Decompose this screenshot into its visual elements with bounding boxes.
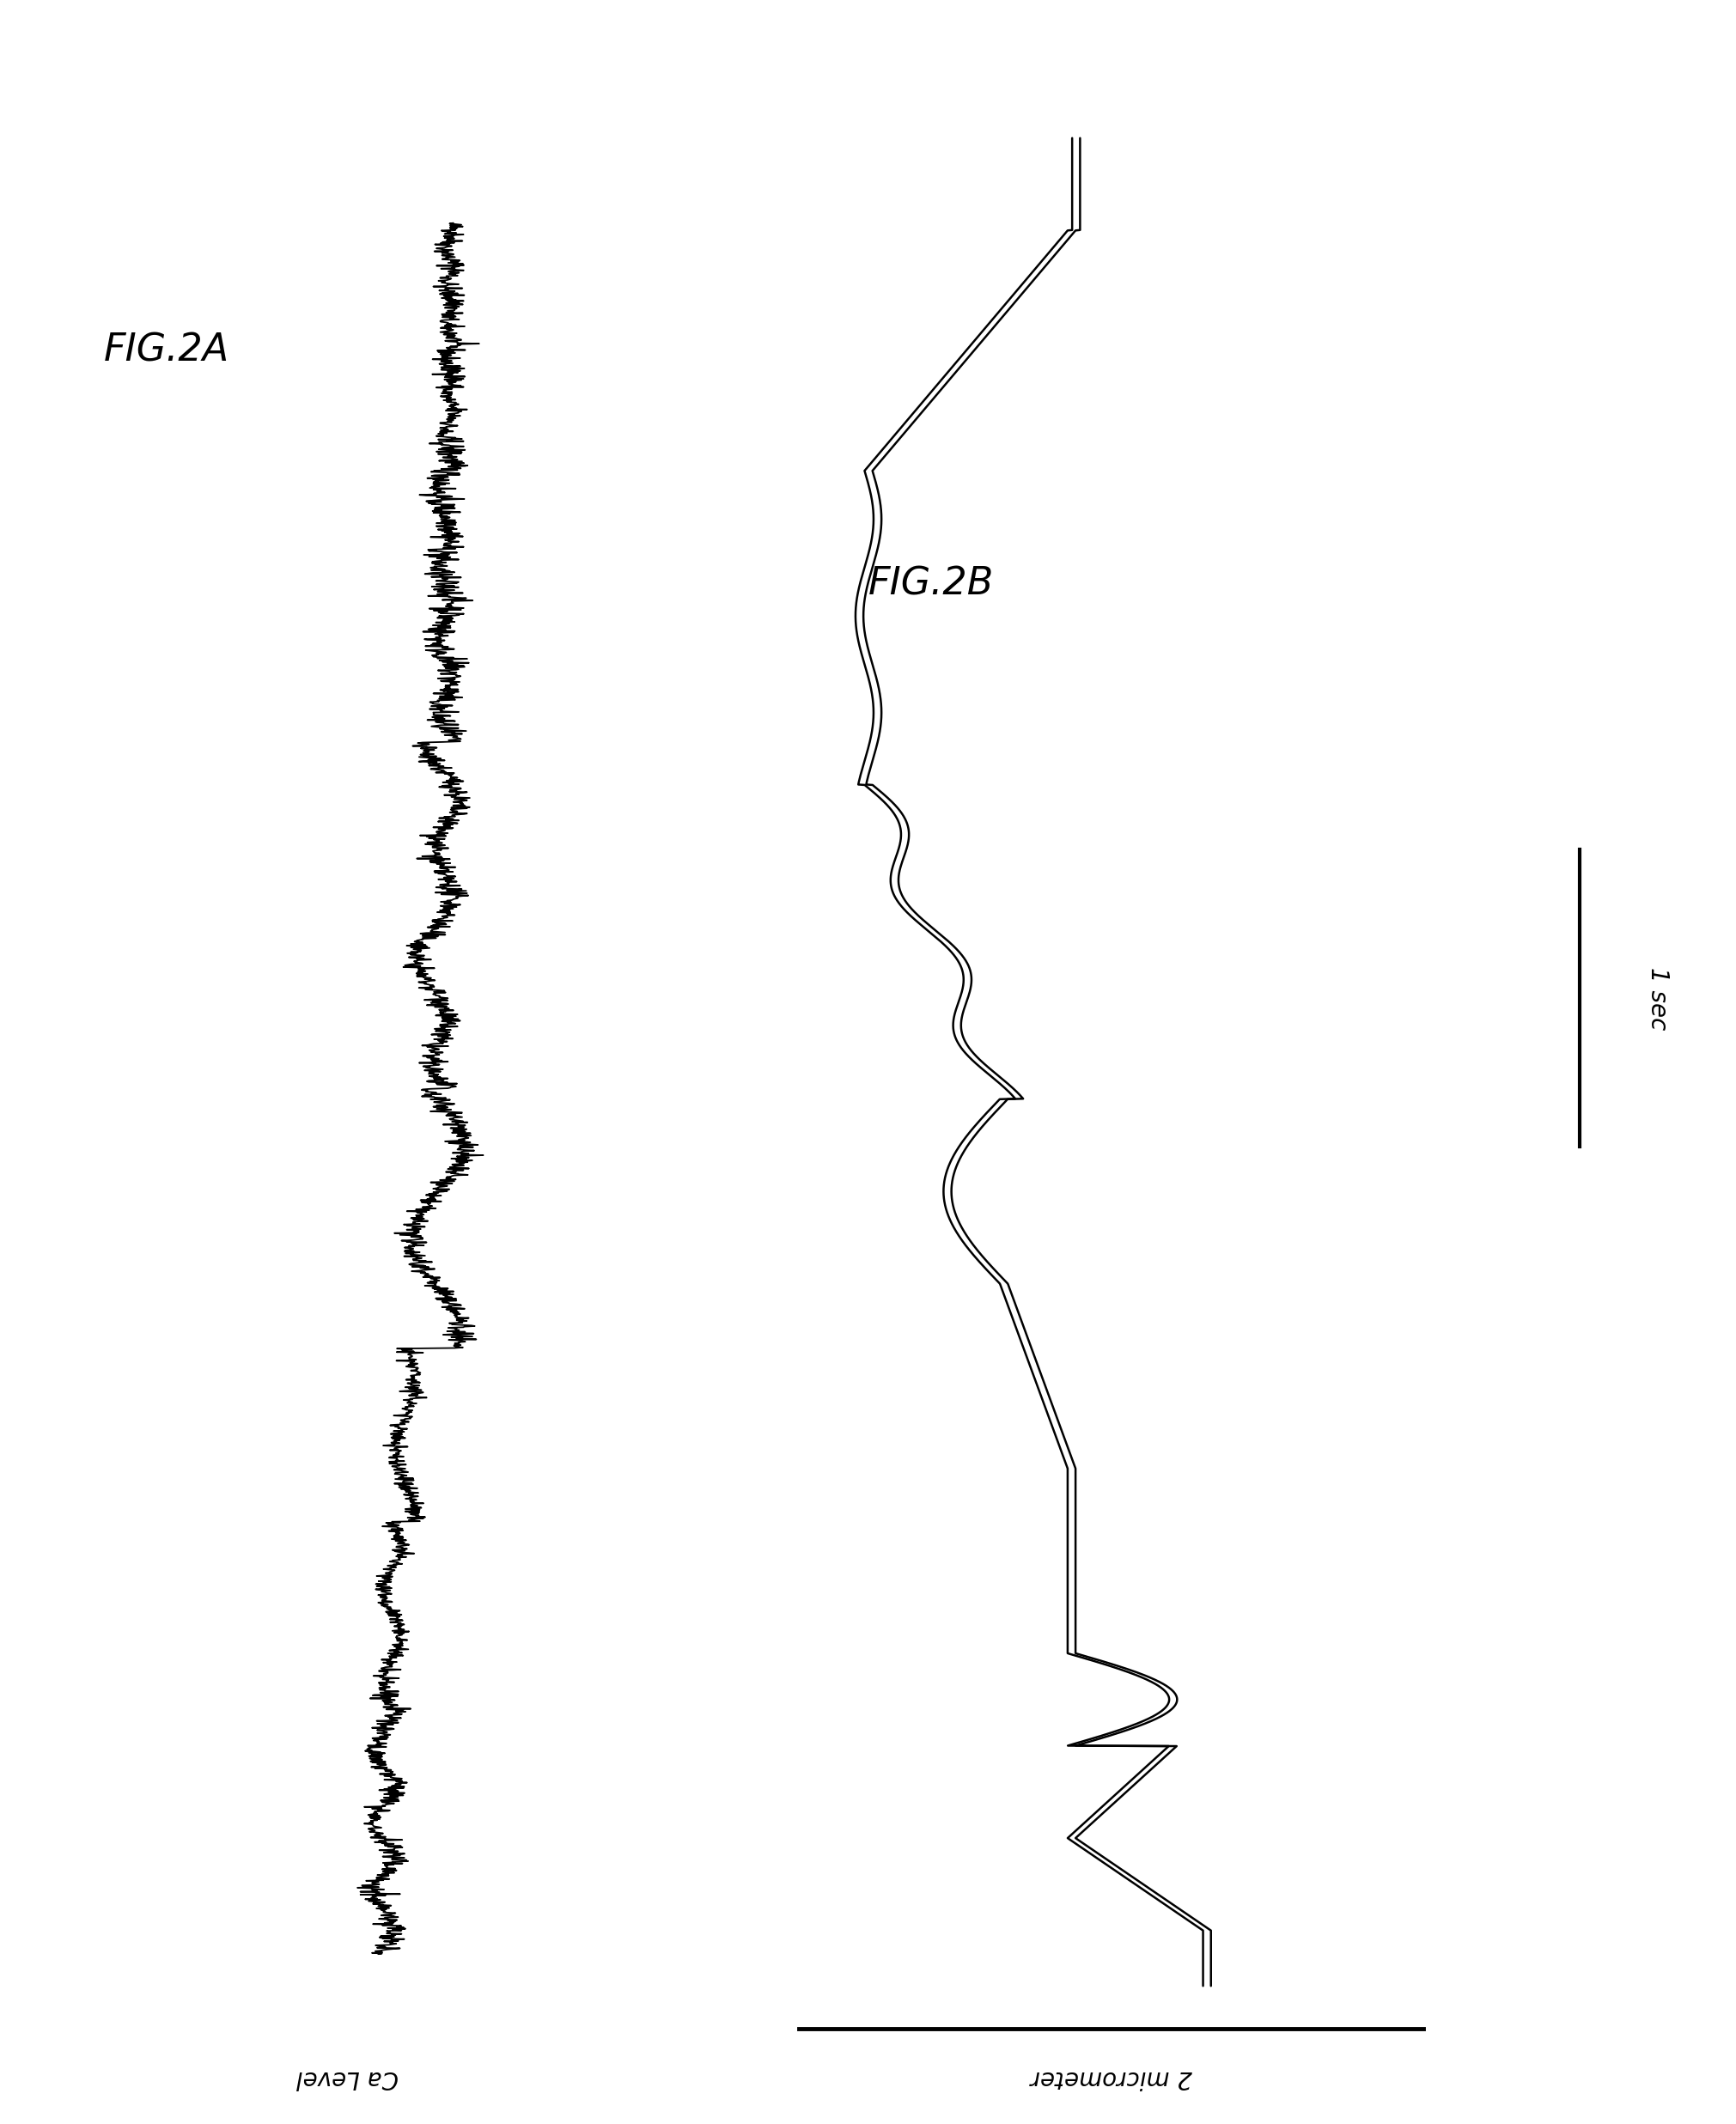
- Text: 1 sec: 1 sec: [1646, 966, 1670, 1030]
- Text: Ca Level: Ca Level: [297, 2065, 398, 2090]
- Text: 2 micrometer: 2 micrometer: [1029, 2065, 1193, 2090]
- Text: FIG.2B: FIG.2B: [868, 565, 993, 603]
- Text: FIG.2A: FIG.2A: [104, 331, 229, 370]
